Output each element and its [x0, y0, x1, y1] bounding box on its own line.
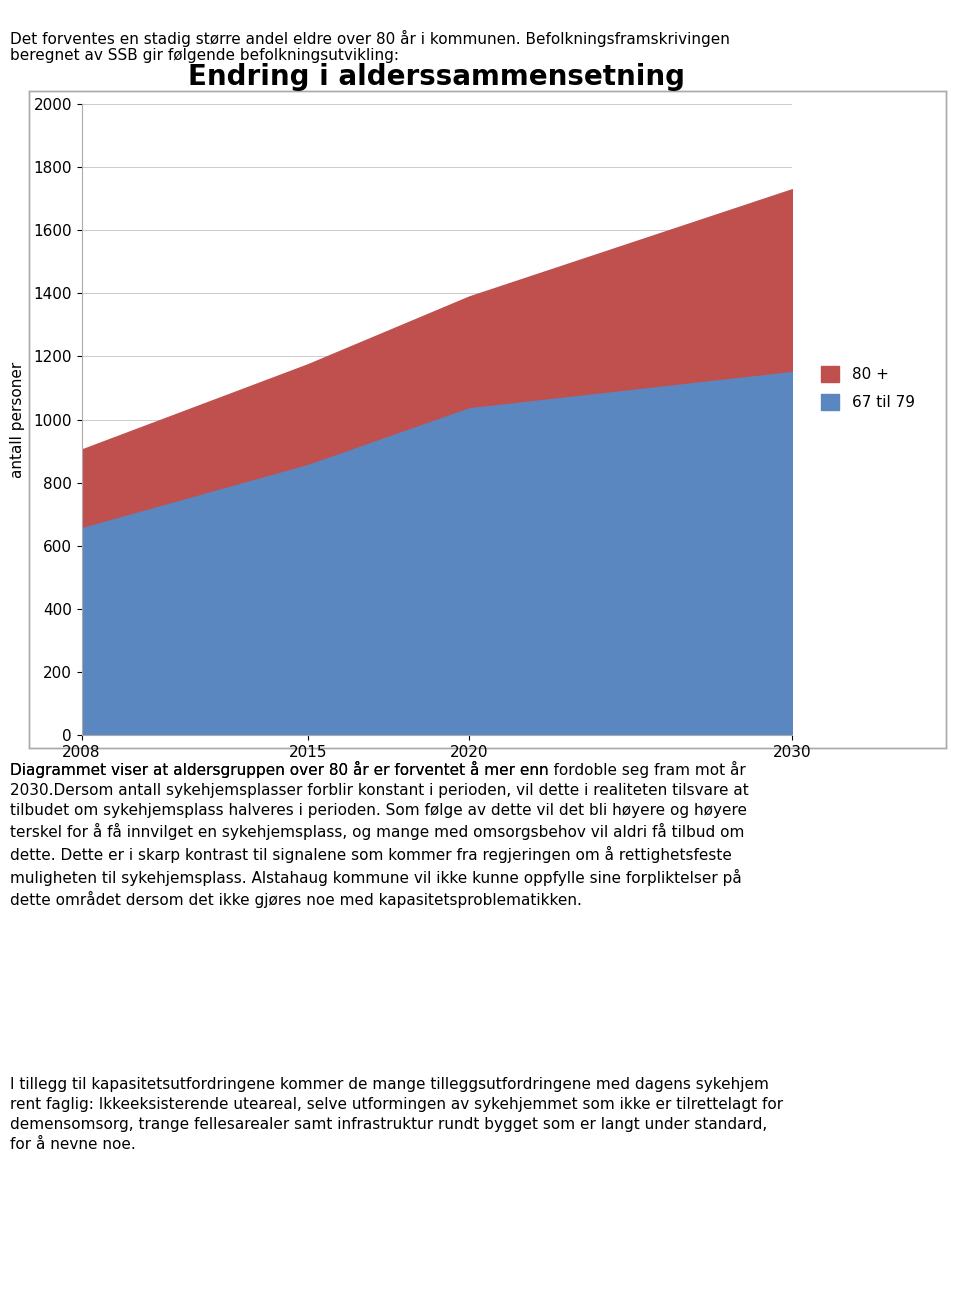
- Text: beregnet av SSB gir følgende befolkningsutvikling:: beregnet av SSB gir følgende befolknings…: [10, 48, 398, 64]
- Text: Diagrammet viser at aldersgruppen over 80 år er forventet å mer enn fordoble seg: Diagrammet viser at aldersgruppen over 8…: [10, 761, 749, 908]
- Legend: 80 +, 67 til 79: 80 +, 67 til 79: [821, 366, 915, 410]
- Title: Endring i alderssammensetning: Endring i alderssammensetning: [188, 62, 685, 91]
- Y-axis label: antall personer: antall personer: [10, 362, 25, 477]
- Text: I tillegg til kapasitetsutfordringene kommer de mange tilleggsutfordringene med : I tillegg til kapasitetsutfordringene ko…: [10, 1077, 782, 1151]
- Text: Det forventes en stadig større andel eldre over 80 år i kommunen. Befolkningsfra: Det forventes en stadig større andel eld…: [10, 30, 730, 47]
- Text: Diagrammet viser at aldersgruppen over 80 år er forventet å mer enn: Diagrammet viser at aldersgruppen over 8…: [10, 761, 553, 778]
